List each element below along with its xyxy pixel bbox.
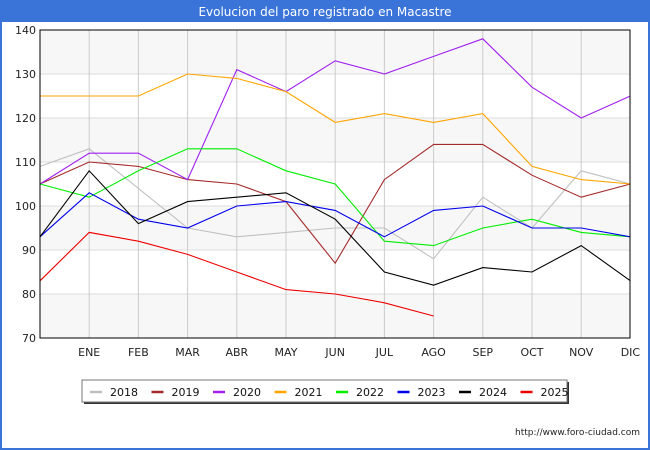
- plot-border: [39, 29, 631, 339]
- legend-label: 2022: [356, 386, 384, 399]
- x-tick-label: JUL: [375, 346, 394, 359]
- legend-label: 2024: [479, 386, 507, 399]
- x-tick-label: MAR: [175, 346, 200, 359]
- series-line-2022: [39, 148, 631, 247]
- chart-title: Evolucion del paro registrado en Macastr…: [198, 5, 452, 19]
- legend-label: 2023: [418, 386, 446, 399]
- x-tick-label: SEP: [473, 346, 494, 359]
- series-line-2021: [40, 73, 631, 185]
- x-tick-label: MAY: [275, 346, 298, 359]
- series-line-2025: [39, 231, 434, 317]
- legend-label: 2018: [110, 386, 138, 399]
- y-tick-label: 70: [22, 332, 36, 345]
- x-tick-label: ENE: [78, 346, 100, 359]
- series-line-2023: [39, 192, 631, 238]
- x-axis-ticks: ENE FEB MAR ABR MAY JUN JUL AGO SEP OCT NOV DIC: [78, 346, 640, 359]
- y-tick-label: 130: [15, 68, 36, 81]
- y-tick-label: 100: [15, 200, 36, 213]
- source-credit: http://www.foro-ciudad.com: [515, 428, 640, 438]
- legend-label: 2019: [172, 386, 200, 399]
- legend-label: 2021: [295, 386, 323, 399]
- y-tick-label: 120: [15, 112, 36, 125]
- series-line-2019: [39, 143, 631, 265]
- y-axis-ticks: 70 80 90 100 110 120 130 140: [15, 24, 36, 345]
- y-tick-label: 110: [15, 156, 36, 169]
- legend: 2018 2019 2020 2021 2022 2023 2024 2025: [81, 379, 569, 404]
- series-lines: [39, 38, 631, 317]
- y-tick-label: 140: [15, 24, 36, 37]
- legend-box: [81, 379, 568, 403]
- x-tick-label: NOV: [569, 346, 594, 359]
- y-tick-label: 90: [22, 244, 36, 257]
- x-tick-label: FEB: [128, 346, 149, 359]
- series-line-2020: [39, 38, 631, 185]
- series-line-2024: [39, 169, 631, 286]
- x-tick-label: AGO: [421, 346, 446, 359]
- x-tick-label: JUN: [324, 346, 345, 359]
- x-tick-label: ABR: [225, 346, 248, 359]
- y-tick-label: 80: [22, 288, 36, 301]
- x-tick-label: OCT: [520, 346, 543, 359]
- legend-label: 2025: [541, 386, 569, 399]
- legend-label: 2020: [233, 386, 261, 399]
- x-tick-label: DIC: [621, 346, 641, 359]
